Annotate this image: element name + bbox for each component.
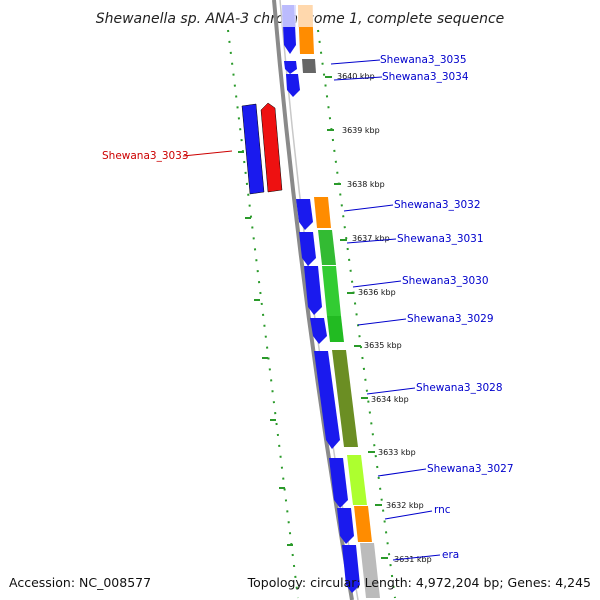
gene-bar[interactable] — [318, 230, 336, 265]
scale-label: 3636 kbp — [358, 288, 396, 297]
gene-arrow[interactable] — [329, 458, 348, 508]
scale-label: 3631 kbp — [394, 555, 432, 564]
gene-arrow[interactable] — [310, 318, 327, 344]
scale-label: 3632 kbp — [386, 501, 424, 510]
scale-label: 3639 kbp — [342, 126, 380, 135]
scale-label: 3638 kbp — [347, 180, 385, 189]
gene-arrow[interactable] — [314, 351, 340, 449]
gene-bar[interactable] — [302, 59, 316, 73]
gene-arrow[interactable] — [284, 61, 297, 74]
topology-text: Topology: circular; Length: 4,972,204 bp… — [247, 575, 591, 590]
gene-arrow[interactable] — [286, 74, 300, 97]
gene-label-rnc[interactable]: rnc — [434, 504, 451, 516]
gene-arrow[interactable] — [342, 545, 360, 593]
gene-arrow-3033-red[interactable] — [260, 102, 283, 193]
gene-label-shewana3-3029[interactable]: Shewana3_3029 — [407, 313, 494, 325]
gene-bar[interactable] — [347, 455, 367, 505]
scale-label: 3633 kbp — [378, 448, 416, 457]
gene-labels: Shewana3_3035 Shewana3_3034 Shewana3_303… — [102, 54, 514, 561]
gene-arrow[interactable] — [296, 199, 313, 230]
gene-bar[interactable] — [332, 350, 358, 447]
gene-label-shewana3-3028[interactable]: Shewana3_3028 — [416, 382, 503, 394]
gene-bar[interactable] — [360, 543, 380, 598]
label-leader-lines — [182, 59, 441, 561]
gene-bar[interactable] — [314, 197, 331, 228]
scale-label: 3634 kbp — [371, 395, 409, 404]
outer-dotted-track — [227, 29, 396, 599]
gene-label-shewana3-3035[interactable]: Shewana3_3035 — [380, 54, 467, 66]
gene-label-shewana3-3033[interactable]: Shewana3_3033 — [102, 150, 189, 162]
gene-label-era[interactable]: era — [442, 549, 459, 561]
gene-arrow[interactable] — [299, 232, 316, 266]
gene-label-shewana3-3031[interactable]: Shewana3_3031 — [397, 233, 484, 245]
gene-arrow[interactable] — [337, 508, 354, 544]
gene-label-shewana3-3034[interactable]: Shewana3_3034 — [382, 71, 469, 83]
gene-label-shewana3-3030[interactable]: Shewana3_3030 — [402, 275, 489, 287]
gene-bar[interactable] — [354, 506, 372, 542]
scale-label: 3640 kbp — [337, 72, 375, 81]
scale-ticks — [238, 76, 388, 559]
accession-text: Accession: NC_008577 — [9, 575, 151, 590]
gene-features — [241, 5, 380, 598]
gene-label-shewana3-3027[interactable]: Shewana3_3027 — [427, 463, 514, 475]
scale-label: 3637 kbp — [352, 234, 390, 243]
scale-labels: 3640 kbp 3639 kbp 3638 kbp 3637 kbp 3636… — [337, 72, 432, 564]
gene-bar[interactable] — [327, 316, 344, 342]
gene-arrow-3033-blue[interactable] — [241, 103, 265, 195]
gene-bar[interactable] — [322, 266, 341, 316]
gene-label-shewana3-3032[interactable]: Shewana3_3032 — [394, 199, 481, 211]
scale-label: 3635 kbp — [364, 341, 402, 350]
gene-arrow[interactable] — [304, 266, 322, 315]
